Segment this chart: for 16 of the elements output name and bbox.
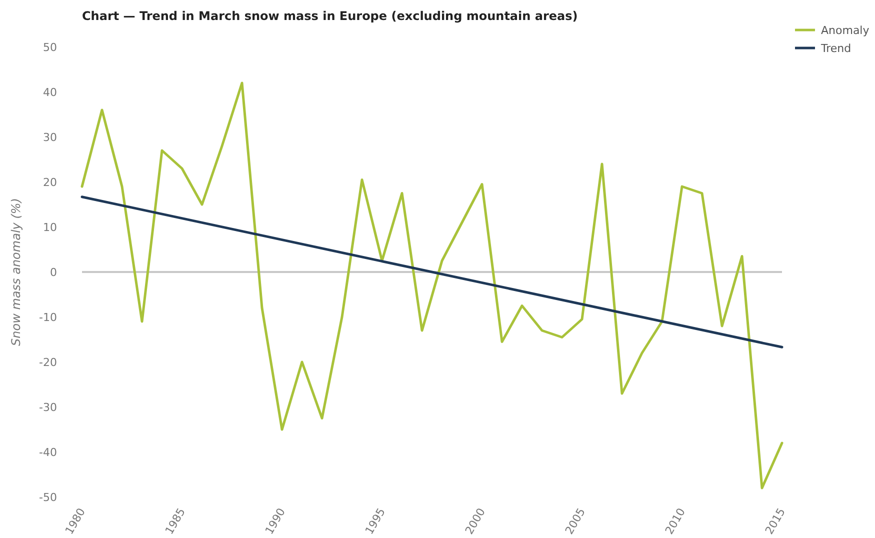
line-series xyxy=(80,82,784,490)
y-tick-label: -40 xyxy=(39,446,57,459)
y-tick-label: 40 xyxy=(43,86,57,99)
y-tick-label: -10 xyxy=(39,310,57,324)
y-tick-label: 20 xyxy=(43,176,57,189)
y-tick-label: -20 xyxy=(39,356,57,369)
legend-label: Trend xyxy=(820,42,852,55)
legend-label: Anomaly xyxy=(821,24,870,37)
y-tick-label: 50 xyxy=(43,40,57,54)
y-tick-label: -30 xyxy=(39,400,57,414)
y-tick-label: -50 xyxy=(39,490,57,504)
y-tick-label: 30 xyxy=(43,130,57,144)
chart-title: Chart — Trend in March snow mass in Europe (excluding mountain areas) xyxy=(82,9,578,23)
y-tick-label: 10 xyxy=(43,220,57,234)
y-axis-title: Snow mass anomaly (%) xyxy=(9,198,23,346)
y-tick-label: 0 xyxy=(50,266,57,279)
